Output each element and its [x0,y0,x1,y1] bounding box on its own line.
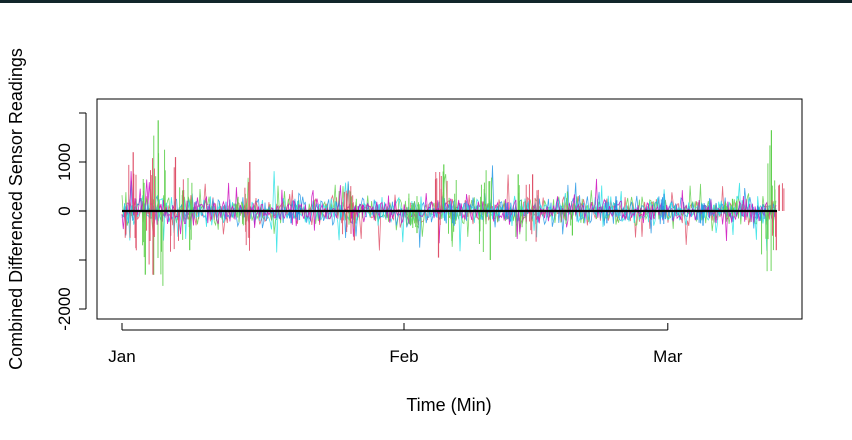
x-axis-title: Time (Min) [406,395,491,415]
y-tick-label-2: 1000 [55,143,74,181]
series-layer [121,120,785,286]
top-rule [0,0,852,3]
y-tick-label-0: -2000 [55,287,74,330]
y-tick-label-1: 0 [55,206,74,215]
noise-trace-1 [121,174,777,247]
axis-layer: -2000 0 1000 Jan Feb Mar [55,112,683,366]
x-tick-label-1: Feb [389,347,418,366]
y-axis-title: Combined Differenced Sensor Readings [6,48,26,370]
x-tick-label-2: Mar [653,347,683,366]
plot-area-frame [96,98,803,320]
x-tick-label-0: Jan [108,347,135,366]
